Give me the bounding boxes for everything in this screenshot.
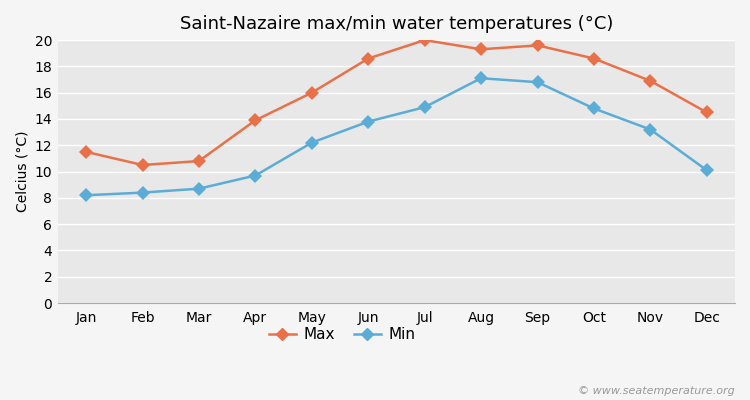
Min (702, 168, 711, 173)
Max (138, 163, 147, 168)
Y-axis label: Celcius (°C): Celcius (°C) (15, 131, 29, 212)
Legend: Max, Min: Max, Min (262, 321, 422, 348)
Max (646, 78, 655, 83)
Min (138, 190, 147, 195)
Title: Saint-Nazaire max/min water temperatures (°C): Saint-Nazaire max/min water temperatures… (180, 15, 613, 33)
Max (590, 56, 598, 61)
Max (251, 118, 260, 123)
Min (590, 106, 598, 111)
Min (420, 105, 429, 110)
Max (364, 56, 373, 61)
Min (82, 193, 91, 198)
Min (251, 173, 260, 178)
Max (420, 38, 429, 42)
Min (476, 76, 485, 81)
Text: © www.seatemperature.org: © www.seatemperature.org (578, 386, 735, 396)
Max (82, 150, 91, 154)
Max (533, 43, 542, 48)
Line: Max: Max (81, 35, 712, 170)
Min (194, 186, 203, 191)
Min (533, 80, 542, 84)
Min (646, 127, 655, 132)
Line: Min: Min (81, 73, 712, 200)
Max (194, 159, 203, 164)
Min (364, 119, 373, 124)
Max (476, 47, 485, 52)
Max (702, 110, 711, 115)
Max (308, 90, 316, 95)
Min (308, 140, 316, 145)
